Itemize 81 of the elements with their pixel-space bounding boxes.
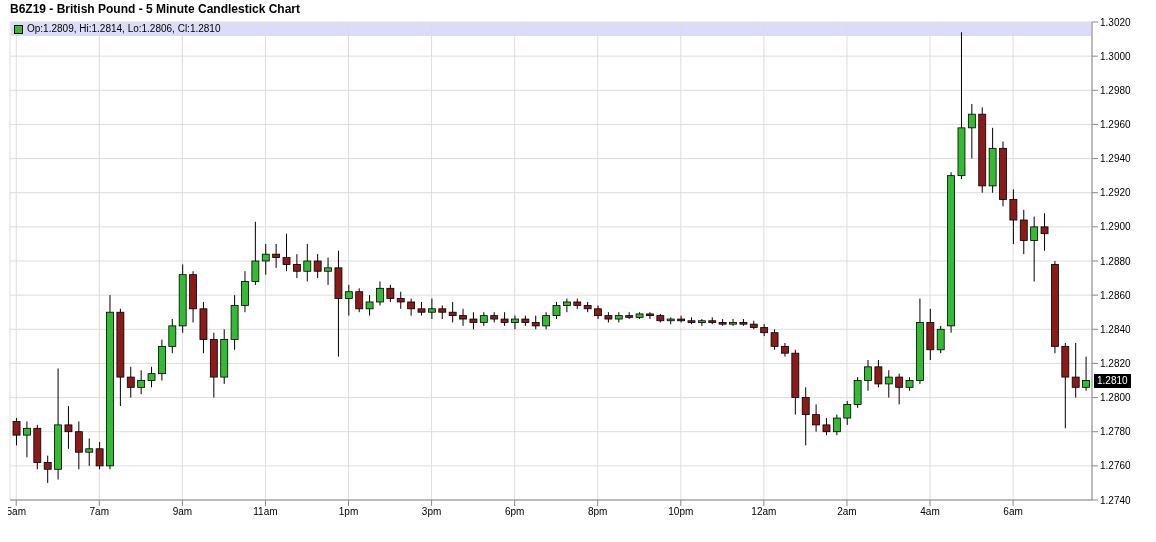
candlestick <box>770 328 779 351</box>
x-tick-label: 6am <box>1003 506 1023 518</box>
candlestick <box>1030 216 1039 282</box>
candlestick <box>801 386 810 446</box>
candlestick <box>1082 356 1090 392</box>
candlestick <box>1071 342 1080 399</box>
candlestick <box>365 294 374 317</box>
x-tick-label: 1pm <box>338 506 359 518</box>
x-tick-label: 6pm <box>504 506 525 518</box>
candlestick <box>884 369 893 399</box>
candlestick <box>448 301 457 323</box>
x-tick-label: 12am <box>751 506 777 518</box>
x-tick-label: 10pm <box>668 506 694 518</box>
candlestick <box>282 233 291 272</box>
candlestick <box>864 359 872 392</box>
candlestick <box>895 373 904 405</box>
y-tick-label: 1.2900 <box>1100 221 1132 233</box>
candlestick <box>376 280 384 306</box>
candlestick <box>12 417 21 446</box>
candlestick <box>729 318 737 327</box>
candlestick <box>936 325 945 354</box>
candlestick <box>85 438 94 467</box>
y-tick-label: 1.3000 <box>1100 50 1132 62</box>
candlestick <box>562 298 571 313</box>
y-tick-label: 1.2980 <box>1100 84 1132 96</box>
candlestick <box>459 308 467 327</box>
candlestick <box>874 359 883 388</box>
annotation: Op:1.2809, Hi:1.2814, Lo:1.2806, Cl:1.2810 <box>27 22 221 36</box>
candlestick <box>241 270 249 313</box>
candlestick <box>355 287 364 313</box>
x-tick-label: 3pm <box>421 506 442 518</box>
y-tick-label: 1.2740 <box>1100 494 1132 506</box>
candlestick <box>646 311 654 320</box>
candlestick <box>853 376 862 409</box>
candlestick <box>344 284 353 317</box>
x-tick-label: 4am <box>920 506 940 518</box>
x-tick-label: 11am <box>253 506 278 518</box>
candlestick <box>74 420 83 470</box>
candlestick <box>407 298 416 317</box>
candlestick <box>843 400 852 426</box>
y-tick-label: 1.2960 <box>1100 118 1132 130</box>
candlestick <box>1019 209 1028 255</box>
candlestick <box>168 318 177 354</box>
annotation: 1.2810 <box>1094 373 1131 388</box>
candlestick <box>697 318 706 327</box>
y-tick-label: 1.2860 <box>1100 289 1132 301</box>
candlestick <box>137 369 146 395</box>
candlestick <box>313 253 322 279</box>
candlestick <box>95 441 104 470</box>
y-tick-label: 1.2840 <box>1100 323 1132 335</box>
candlestick <box>303 243 312 282</box>
candlestick <box>832 414 841 436</box>
candlestick <box>64 405 73 450</box>
candlestick <box>23 420 31 458</box>
candlestick <box>147 366 156 388</box>
x-tick-label: 8pm <box>588 506 608 518</box>
candlestick <box>1009 188 1018 245</box>
chart-title: B6Z19 - British Pound - 5 Minute Candlestick Chart <box>10 2 301 16</box>
y-tick-label: 1.2880 <box>1100 255 1132 267</box>
candlestick <box>251 221 260 286</box>
candlestick <box>967 103 976 160</box>
candlestick <box>511 315 519 330</box>
candlestick <box>261 243 270 276</box>
x-tick-label: 9am <box>172 506 193 518</box>
y-tick-label: 1.2760 <box>1100 460 1132 472</box>
y-tick-label: 1.3020 <box>1100 16 1132 28</box>
candlestick <box>272 243 281 269</box>
candlestick <box>293 253 301 279</box>
y-tick-label: 1.2920 <box>1100 187 1132 199</box>
candlestick <box>126 366 135 399</box>
candlestick <box>324 257 332 286</box>
x-tick-label: 2am <box>837 506 857 518</box>
y-tick-label: 1.2820 <box>1100 357 1132 369</box>
x-tick-label: 7am <box>89 506 110 518</box>
y-tick-label: 1.2940 <box>1100 153 1132 165</box>
candlestick <box>1040 212 1049 252</box>
candlestick <box>427 298 436 320</box>
y-tick-label: 1.2800 <box>1100 392 1132 404</box>
candlestick <box>812 403 820 433</box>
candlestick <box>43 455 52 484</box>
y-tick-label: 1.2780 <box>1100 426 1132 438</box>
